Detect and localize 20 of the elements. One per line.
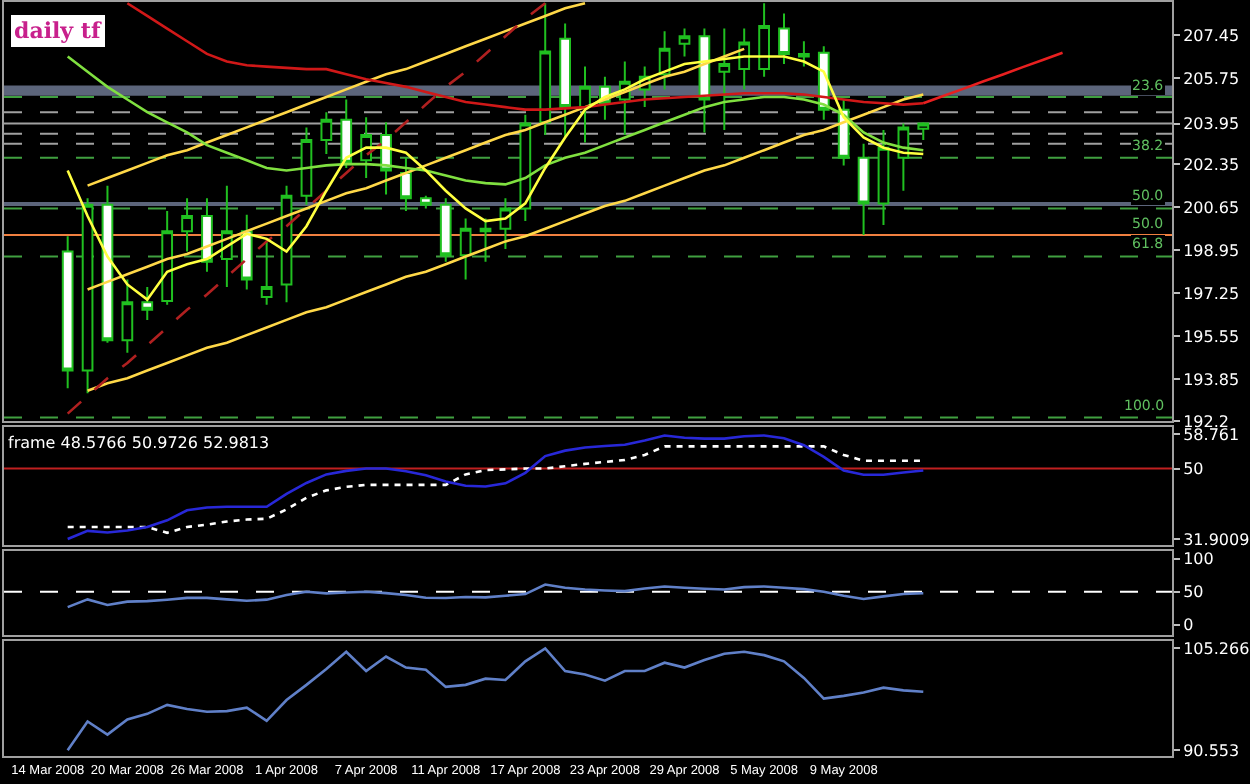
y-tick-label: 31.9009 [1183, 530, 1250, 549]
y-tick-label: 192.2 [1183, 412, 1230, 431]
text: daily tf [14, 18, 103, 44]
y-tick-label: 205.75 [1183, 69, 1240, 88]
y-tick-label: 200.65 [1183, 198, 1240, 217]
y-tick-label: 90.553 [1183, 741, 1240, 760]
y-tick-label: 195.55 [1183, 327, 1240, 346]
y-tick-label: 50 [1183, 460, 1204, 479]
y-tick-label: 197.25 [1183, 284, 1240, 303]
y-tick-label: 58.761 [1183, 426, 1240, 445]
y-tick-label: 202.35 [1183, 155, 1240, 174]
y-tick-label: 50 [1183, 583, 1204, 602]
y-tick-label: 193.85 [1183, 371, 1240, 390]
y-tick-label: 198.95 [1183, 241, 1240, 260]
y-tick-label: 0 [1183, 616, 1194, 635]
y-tick-label: 203.95 [1183, 115, 1240, 134]
annotation: frame 48.5766 50.9726 52.9813 [8, 434, 270, 452]
y-tick-label: 207.45 [1183, 26, 1240, 45]
y-tick-label: 105.266 [1183, 640, 1250, 659]
y-tick-label: 100 [1183, 550, 1214, 569]
